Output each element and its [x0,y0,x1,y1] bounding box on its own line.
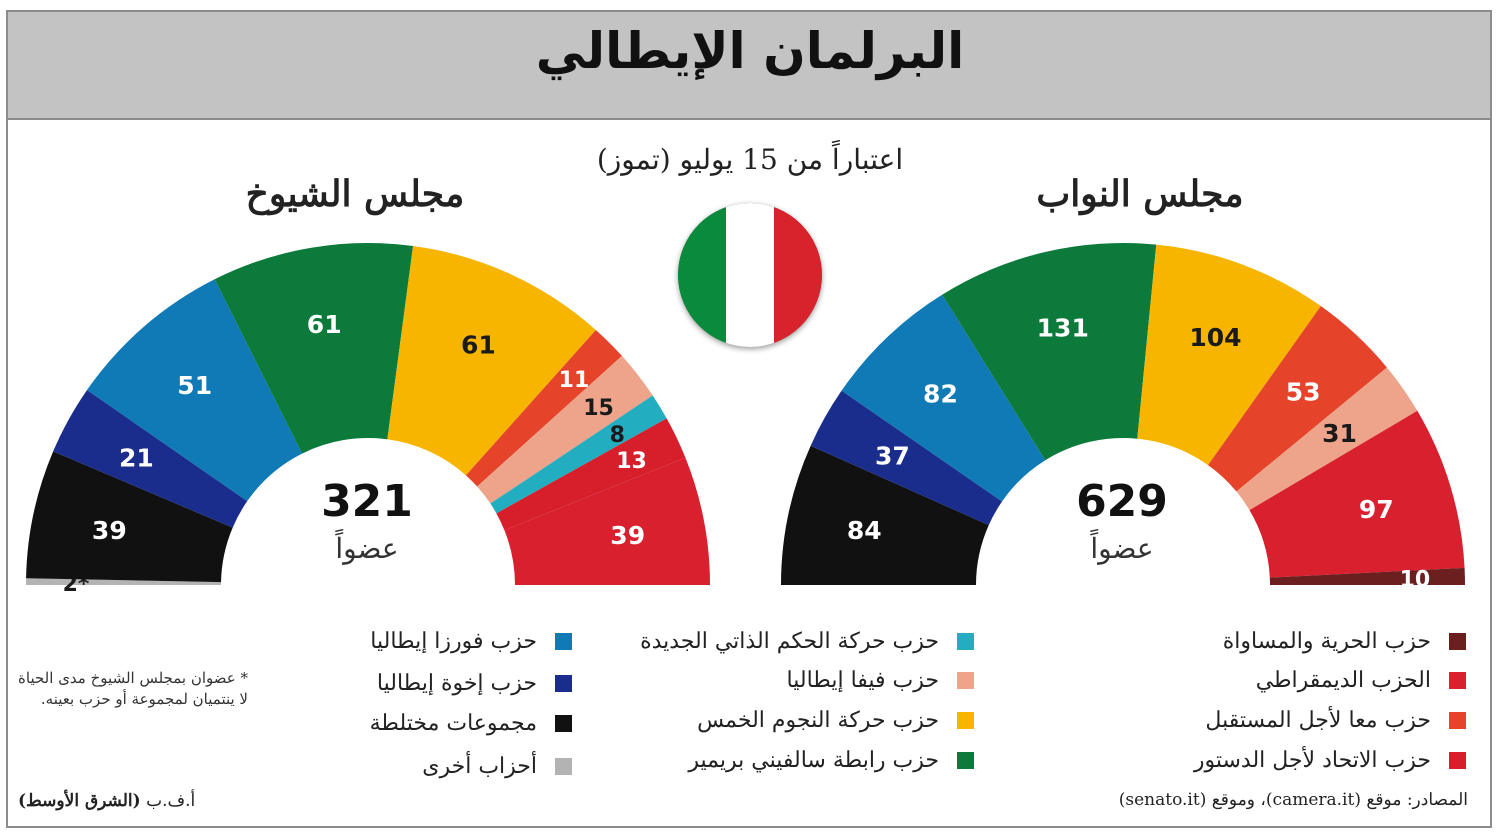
legend-swatch [957,671,974,689]
senate-seat-slice [387,245,596,476]
legend-swatch [957,711,974,729]
senate-seat-slice [477,355,653,504]
legend-item: حزب معا لأجل المستقبل [1205,705,1466,735]
deputies-seat-slice [1137,244,1321,466]
deputies-seat-slice [1269,567,1465,585]
legend-item: حزب فيفا إيطاليا [787,665,974,695]
chamber-of-deputies-title: مجلس النواب [1036,173,1244,215]
legend-item: حزب حركة الحكم الذاتي الجديدة [640,626,974,656]
deputies-seat-slice [1236,367,1418,511]
deputies-total: 629 [1076,476,1168,527]
legend-item: الحزب الديمقراطي [1256,665,1466,695]
legend-label: حزب الحرية والمساواة [1222,628,1431,654]
sources: المصادر: موقع (camera.it)، وموقع (senato… [1118,790,1468,810]
senate-seat-slice [26,578,222,585]
legend-label: حزب إخوة إيطاليا [376,670,537,696]
legend-label: حزب فورزا إيطاليا [370,628,537,654]
senate-slice-label: 11 [559,368,590,393]
legend-swatch [555,632,572,650]
legend-swatch [555,757,572,775]
deputies-seat-slice [1208,306,1387,492]
senate-slice-label: 39 [610,521,645,550]
senate-slice-label: 13 [616,449,647,474]
deputies-slice-label: 97 [1359,495,1394,524]
legend-item: حزب الاتحاد لأجل الدستور [1194,745,1466,775]
legend-item: حزب رابطة سالفيني بريمير [688,745,974,775]
deputies-seat-slice [1249,410,1465,578]
senate-total-unit: عضواً [335,532,399,565]
legend-label: أحزاب أخرى [422,753,537,779]
senate-seat-slice [87,279,303,502]
legend-swatch [1449,671,1466,689]
deputies-seat-slice [810,390,1003,526]
senate-slice-label: 51 [177,371,212,400]
senate-total: 321 [321,476,413,527]
senate-seat-slice [26,451,233,583]
deputies-slice-label: 10 [1400,568,1431,593]
senate-seat-slice [504,457,710,585]
deputies-slice-label: 104 [1189,323,1241,352]
deputies-slice-label: 31 [1322,419,1357,448]
deputies-slice-label: 53 [1286,377,1321,406]
senate-seat-slice [53,389,248,528]
legend-label: الحزب الديمقراطي [1255,667,1431,693]
legend-label: حزب الاتحاد لأجل الدستور [1193,747,1431,773]
title-bar [8,12,1490,120]
senate-seat-slice [214,243,414,454]
legend-item: حزب حركة النجوم الخمس [697,705,974,735]
date-subtitle: اعتباراً من 15 يوليو (تموز) [596,143,904,176]
deputies-slice-label: 131 [1037,313,1089,342]
legend-swatch [1449,632,1466,650]
legend-item: حزب إخوة إيطاليا [377,668,572,698]
legend-label: حزب رابطة سالفيني بريمير [688,747,939,773]
deputies-slice-label: 84 [847,516,882,545]
legend-label: حزب فيفا إيطاليا [786,667,939,693]
legend-swatch [555,674,572,692]
senate-seat-slice [490,395,667,514]
senate-slice-label: 21 [119,443,154,472]
senate-seat-slice [496,418,686,531]
deputies-seat-slice [841,294,1046,502]
senate-slice-label: 61 [461,331,496,360]
legend-label: حزب حركة النجوم الخمس [697,707,939,733]
legend-item: حزب الحرية والمساواة [1223,626,1466,656]
credit-prefix: أ.ف.ب [146,791,196,811]
senate-title: مجلس الشيوخ [245,173,465,215]
legend-label: حزب معا لأجل المستقبل [1205,707,1431,733]
credit-name: (الشرق الأوسط) [18,791,141,811]
senate-slice-label: 15 [583,396,614,421]
credit: أ.ف.ب (الشرق الأوسط) [18,791,195,811]
legend-label: مجموعات مختلطة [369,710,537,736]
deputies-seat-slice [781,445,989,585]
senate-slice-label: 61 [307,310,342,339]
legend-item: حزب فورزا إيطاليا [370,626,572,656]
legend-swatch [957,632,974,650]
footnote: * عضوان بمجلس الشيوخ مدى الحياة لا ينتمي… [18,669,248,708]
senate-slice-label: 8 [610,423,625,448]
senate-slice-label: 39 [92,516,127,545]
deputies-slice-label: 82 [923,380,958,409]
legend-swatch [1449,711,1466,729]
legend-swatch [555,714,572,732]
legend-item: أحزاب أخرى [422,751,572,781]
legend-swatch [1449,751,1466,769]
page-title: البرلمان الإيطالي [535,22,965,80]
legend-item: مجموعات مختلطة [370,708,572,738]
legend-swatch [957,751,974,769]
deputies-slice-label: 37 [875,441,910,470]
senate-seat-slice [465,329,622,487]
deputies-seat-slice [942,243,1157,461]
deputies-total-unit: عضواً [1090,532,1154,565]
legend-label: حزب حركة الحكم الذاتي الجديدة [640,628,939,654]
